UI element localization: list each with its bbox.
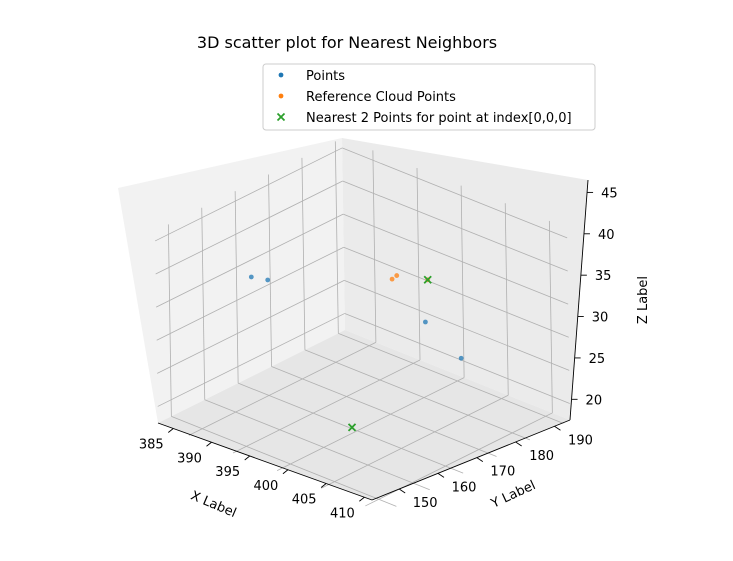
x-gridline-back xyxy=(234,191,239,384)
z-tick-label: 45 xyxy=(601,186,618,201)
y-gridline-back xyxy=(504,203,509,396)
back-right-pane xyxy=(342,138,588,420)
z-tick-label: 35 xyxy=(595,269,612,284)
axes xyxy=(157,179,594,502)
z-gridline-left xyxy=(157,313,345,407)
z-gridline-right xyxy=(344,279,570,371)
x-gridline-back xyxy=(268,174,272,367)
y-gridline-back xyxy=(372,150,377,343)
legend-marker xyxy=(276,112,286,122)
x-tick-label: 405 xyxy=(292,493,317,508)
y-tick xyxy=(398,488,406,494)
z-gridline-right xyxy=(342,180,568,272)
data-point xyxy=(422,319,428,325)
x-tick-label: 410 xyxy=(330,506,355,521)
y-axis-line xyxy=(371,419,571,501)
y-gridline-floor xyxy=(232,359,421,454)
y-gridline-floor xyxy=(321,394,509,489)
data-point xyxy=(248,274,254,280)
x-tick-label: 385 xyxy=(139,438,164,453)
x-tick xyxy=(168,428,174,433)
y-gridline-back xyxy=(416,167,421,361)
legend: Points Reference Cloud Points Nearest 2 Po… xyxy=(262,63,596,131)
floor-pane xyxy=(158,330,570,500)
data-point xyxy=(389,276,395,282)
axis-panes xyxy=(118,138,588,500)
z-gridline-left xyxy=(155,180,343,275)
x-tick xyxy=(320,483,327,488)
x-tick-label: 395 xyxy=(215,465,240,480)
y-tick xyxy=(515,441,522,447)
y-tick-label: 160 xyxy=(452,480,477,495)
z-axis-line xyxy=(569,179,589,421)
x-gridline-back xyxy=(334,141,339,334)
legend-label: Points xyxy=(306,69,345,84)
y-tick-label: 180 xyxy=(529,449,554,464)
x-gridline-back xyxy=(301,157,306,350)
legend-label: Nearest 2 Points for point at index[0,0,… xyxy=(306,111,572,126)
y-gridline-back xyxy=(548,220,553,413)
legend-label: Reference Cloud Points xyxy=(306,90,456,105)
y-axis-label: Y Label xyxy=(488,478,538,512)
nearest-point-marker xyxy=(423,275,432,284)
y-tick xyxy=(437,472,445,478)
back-left-pane xyxy=(118,138,345,423)
z-gridline-left xyxy=(157,279,345,374)
y-gridline-back xyxy=(460,185,465,378)
y-gridline-floor xyxy=(276,377,465,472)
x-gridline-back xyxy=(167,224,172,417)
z-tick-label: 30 xyxy=(592,311,609,326)
z-gridline-right xyxy=(344,313,570,404)
y-tick-label: 150 xyxy=(413,496,438,511)
y-gridline-floor xyxy=(188,341,377,436)
legend-frame xyxy=(262,63,596,131)
data-point xyxy=(394,273,400,278)
z-tick-label: 20 xyxy=(586,393,603,408)
data-point xyxy=(458,355,464,361)
z-gridline-right xyxy=(343,246,569,338)
nearest-point-marker xyxy=(347,423,357,432)
x-axis-line xyxy=(157,422,373,501)
z-gridline-left xyxy=(156,246,344,341)
legend-marker xyxy=(278,72,284,78)
z-gridline-left xyxy=(154,147,343,242)
x-gridline-floor xyxy=(338,332,564,424)
legend-marker xyxy=(278,93,284,99)
data-point xyxy=(265,277,271,283)
y-tick xyxy=(476,457,484,463)
x-tick xyxy=(359,496,365,502)
z-axis-label: Z Label xyxy=(636,276,651,324)
z-gridline-right xyxy=(342,147,568,239)
x-axis-label: X Label xyxy=(188,488,238,521)
gridlines xyxy=(154,141,570,507)
x-tick xyxy=(206,441,212,447)
x-tick xyxy=(282,469,289,475)
tick-labels: 385 390 395 400 405 410 150 160 170 180 190 20 25 30 3… xyxy=(139,186,618,521)
x-gridline-floor xyxy=(204,399,430,491)
z-tick-label: 25 xyxy=(589,352,606,367)
x-gridline-floor xyxy=(304,349,531,441)
x-tick xyxy=(244,455,250,461)
y-tick-label: 170 xyxy=(490,465,515,480)
z-gridline-left xyxy=(156,213,344,308)
x-tick-label: 400 xyxy=(254,479,279,494)
y-tick xyxy=(554,425,561,431)
x-gridline-floor xyxy=(171,415,397,507)
x-gridline-back xyxy=(201,207,206,400)
y-tick-label: 190 xyxy=(568,433,593,448)
x-tick-label: 390 xyxy=(177,451,202,466)
x-gridline-floor xyxy=(271,366,497,457)
z-gridline-right xyxy=(343,213,569,305)
z-tick-label: 40 xyxy=(598,228,615,243)
chart-title: 3D scatter plot for Nearest Neighbors xyxy=(197,33,497,52)
data-points xyxy=(248,273,464,432)
